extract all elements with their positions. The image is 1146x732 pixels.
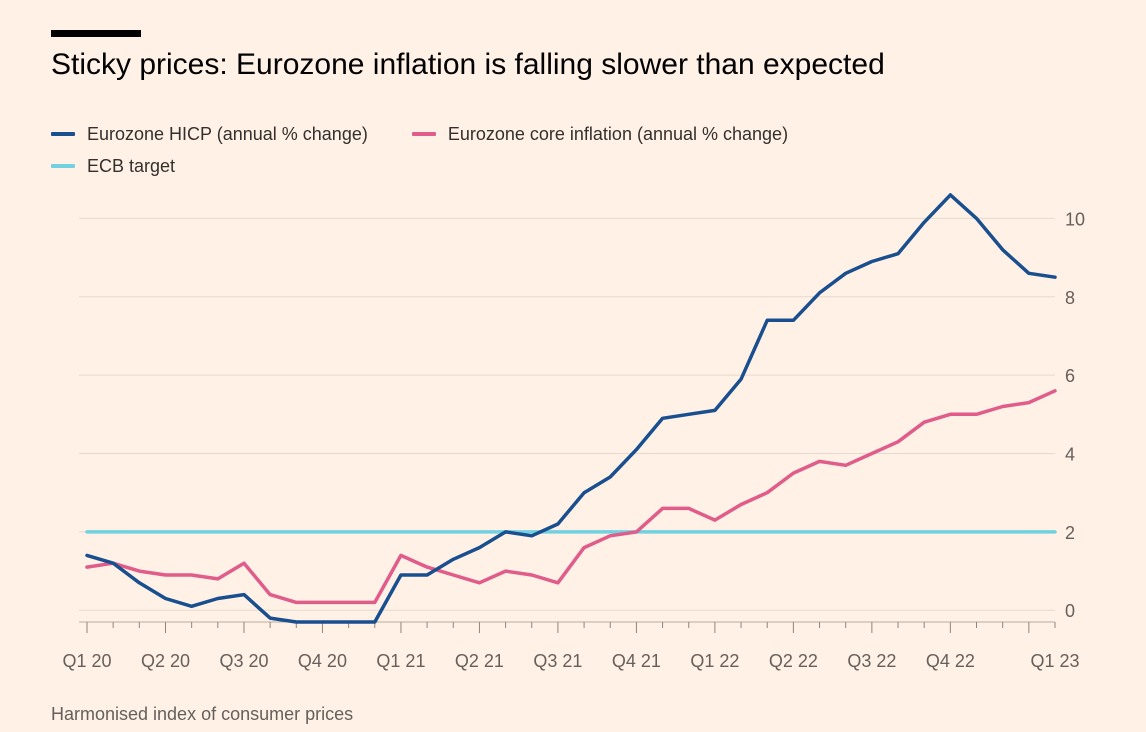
x-tick-label: Q2 22 xyxy=(769,651,818,671)
source-note: Harmonised index of consumer prices xyxy=(51,704,354,724)
y-tick-label-6: 6 xyxy=(1065,366,1075,386)
legend-swatch-core xyxy=(411,132,436,136)
legend-label-core: Eurozone core inflation (annual % change… xyxy=(447,123,789,144)
x-tick-label: Q2 20 xyxy=(141,651,190,671)
x-tick-label: Q1 22 xyxy=(690,651,739,671)
legend-swatch-hicp xyxy=(51,132,75,136)
x-tick-label: Q4 21 xyxy=(612,651,661,671)
chart-title: Sticky prices: Eurozone inflation is fal… xyxy=(51,48,885,81)
x-tick-label: Q1 21 xyxy=(376,651,425,671)
series-line-core xyxy=(85,389,1057,605)
brand-bar xyxy=(51,30,141,37)
x-tick-label: Q1 20 xyxy=(62,651,111,671)
x-tick-label: Q3 21 xyxy=(533,651,582,671)
legend-label-hicp: Eurozone HICP (annual % change) xyxy=(87,123,368,144)
legend-row-2: ECB target xyxy=(51,150,1051,182)
legend-item-target: ECB target xyxy=(51,156,175,177)
series-line-hicp xyxy=(85,193,1057,624)
legend-row-1: Eurozone HICP (annual % change) Eurozone… xyxy=(51,118,1051,150)
x-tick-label: Q1 23 xyxy=(1030,651,1079,671)
y-tick-label-2: 2 xyxy=(1065,523,1075,543)
y-tick-label-10: 10 xyxy=(1065,209,1085,229)
legend-item-core: Eurozone core inflation (annual % change… xyxy=(411,123,789,145)
legend-swatch-target xyxy=(51,164,75,168)
x-tick-label: Q3 22 xyxy=(847,651,896,671)
x-tick-label: Q3 20 xyxy=(219,651,268,671)
x-tick-label: Q2 21 xyxy=(455,651,504,671)
legend-label-target: ECB target xyxy=(87,155,176,176)
y-tick-label-0: 0 xyxy=(1065,601,1075,621)
y-tick-label-4: 4 xyxy=(1065,445,1075,465)
x-tick-label: Q4 20 xyxy=(298,651,347,671)
legend: Eurozone HICP (annual % change) Eurozone… xyxy=(51,118,1051,182)
y-tick-label-8: 8 xyxy=(1065,288,1075,308)
x-tick-label: Q4 22 xyxy=(926,651,975,671)
legend-item-hicp: Eurozone HICP (annual % change) xyxy=(51,124,368,145)
